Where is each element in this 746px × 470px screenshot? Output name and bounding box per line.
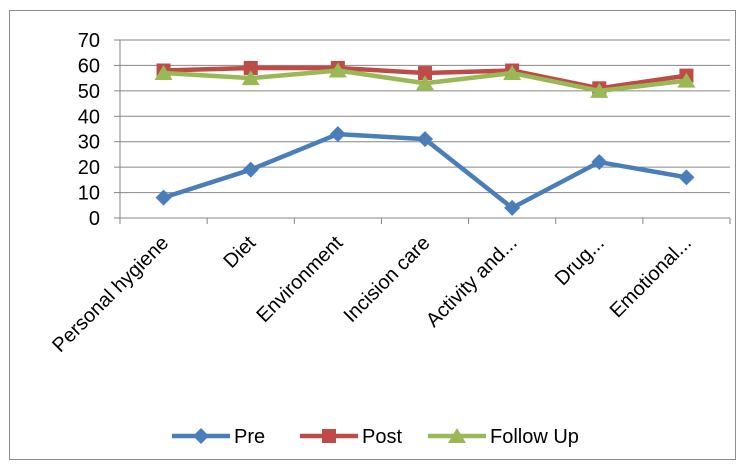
- data-point-pre: [678, 169, 695, 186]
- legend-label-pre: Pre: [234, 426, 265, 448]
- y-tick-label: 40: [78, 106, 100, 128]
- data-point-pre: [591, 154, 608, 171]
- legend-marker-post: [322, 429, 336, 443]
- data-point-pre: [329, 126, 346, 143]
- legend-marker-follow-up: [448, 428, 466, 443]
- x-category-label: Diet: [220, 232, 261, 273]
- data-point-follow-up: [677, 72, 696, 88]
- data-point-follow-up: [241, 70, 260, 86]
- data-point-follow-up: [416, 75, 434, 91]
- x-category-label: Activity and...: [422, 232, 522, 332]
- y-tick-label: 60: [78, 55, 100, 77]
- y-tick-label: 50: [78, 81, 100, 103]
- y-tick-label: 30: [78, 132, 100, 154]
- data-point-post: [418, 66, 432, 81]
- data-point-pre: [417, 131, 433, 148]
- data-point-post: [243, 60, 258, 75]
- legend-marker-pre: [193, 428, 209, 444]
- data-point-follow-up: [503, 65, 522, 81]
- data-point-follow-up: [328, 62, 347, 78]
- data-point-pre: [155, 189, 172, 206]
- legend-label-follow-up: Follow Up: [490, 426, 579, 448]
- x-category-label: Incision care: [340, 232, 435, 327]
- data-point-follow-up: [590, 82, 609, 98]
- x-category-label: Personal hygiene: [48, 232, 173, 357]
- x-category-label: Drug...: [551, 232, 609, 290]
- y-tick-label: 10: [78, 183, 100, 205]
- x-category-label: Environment: [252, 232, 347, 327]
- y-tick-label: 20: [78, 157, 100, 179]
- data-point-follow-up: [154, 65, 173, 81]
- y-tick-label: 70: [78, 30, 100, 52]
- legend-label-post: Post: [362, 426, 402, 448]
- data-point-pre: [504, 199, 521, 216]
- x-category-label: Emotional...: [606, 232, 696, 322]
- data-point-pre: [242, 161, 259, 178]
- y-tick-label: 0: [89, 208, 100, 230]
